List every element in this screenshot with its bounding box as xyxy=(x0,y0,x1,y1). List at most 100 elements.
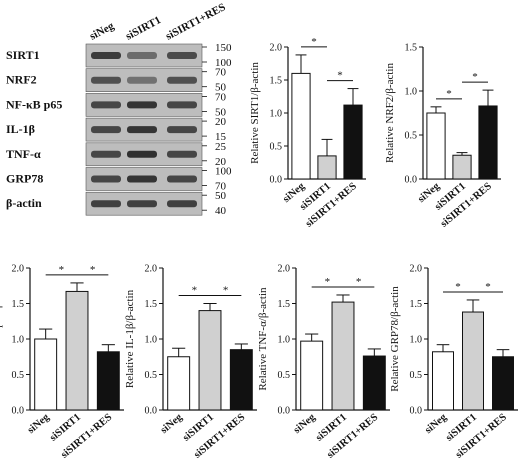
western-blot-panel: siNeg siSIRT1 siSIRT1+RES SIRT1 150 100 NRF2 70… xyxy=(6,1,232,217)
y-tick-label: 0.5 xyxy=(410,370,423,381)
bar-chart: 0.0 0.5 1.0 1.5 2.0 Relative IL-1β/β-actin siN… xyxy=(124,264,257,461)
blot-band xyxy=(127,101,157,109)
significance-star: * xyxy=(356,276,362,288)
blot-row: β-actin 50 40 xyxy=(6,190,227,217)
y-tick-label: 2.0 xyxy=(12,264,25,275)
protein-label: GRP78 xyxy=(6,172,43,186)
x-tick-label: siNeg xyxy=(423,411,449,436)
y-tick-label: 0.0 xyxy=(270,175,283,186)
significance-star: * xyxy=(446,88,452,100)
bar-charts: 0.0 0.5 1.0 1.5 2.0 Relative SIRT1/β-actin siN… xyxy=(0,36,518,461)
y-tick-label: 0.5 xyxy=(12,370,25,381)
bar xyxy=(492,356,514,411)
mw-marker-label: 50 xyxy=(215,190,227,202)
bar xyxy=(362,355,386,411)
significance-star: * xyxy=(485,281,491,293)
mw-marker-label: 100 xyxy=(215,166,232,178)
y-tick-label: 1.5 xyxy=(12,299,25,310)
y-tick-label: 0.5 xyxy=(145,370,158,381)
blot-row: NF-κB p65 70 50 xyxy=(6,91,227,118)
bar xyxy=(229,349,253,411)
mw-marker-label: 70 xyxy=(215,91,227,103)
bar xyxy=(291,72,311,180)
blot-band xyxy=(91,126,121,134)
y-tick-label: 1.5 xyxy=(278,299,291,310)
mw-marker-label: 50 xyxy=(215,106,227,118)
bar xyxy=(343,104,363,180)
y-tick-label: 2.0 xyxy=(145,264,158,275)
protein-label: SIRT1 xyxy=(6,48,40,62)
y-tick-label: 0.0 xyxy=(12,406,25,417)
blot-band xyxy=(91,175,121,183)
blot-row: SIRT1 150 100 xyxy=(6,42,232,69)
y-tick-label: 0.0 xyxy=(405,175,418,186)
blot-band xyxy=(167,175,197,183)
y-axis-label: Relative NF-κB p65/β-actin xyxy=(0,277,3,400)
mw-marker-label: 40 xyxy=(215,205,227,217)
protein-label: TNF-α xyxy=(6,147,41,161)
y-tick-label: 1.5 xyxy=(270,76,283,87)
blot-row: GRP78 100 70 xyxy=(6,166,232,193)
significance-star: * xyxy=(455,281,461,293)
lane-label: siSIRT1+RES xyxy=(164,1,228,42)
blot-band xyxy=(127,126,157,134)
blot-band xyxy=(167,101,197,109)
y-tick-label: 0.5 xyxy=(270,142,283,153)
lane-label: siSIRT1 xyxy=(124,14,163,43)
blot-band xyxy=(91,76,121,84)
mw-marker-label: 70 xyxy=(215,67,227,79)
mw-marker-label: 25 xyxy=(215,141,227,153)
y-tick-label: 2.0 xyxy=(410,264,423,275)
blot-band xyxy=(167,200,197,208)
protein-label: NF-κB p65 xyxy=(6,97,62,111)
y-tick-label: 1.5 xyxy=(405,43,418,54)
blot-band xyxy=(91,52,121,59)
bar xyxy=(462,311,484,411)
bar xyxy=(331,301,355,411)
bar-chart: 0.0 0.5 1.0 1.5 2.0 Relative GRP78/β-actin siN… xyxy=(389,264,518,461)
bar xyxy=(317,155,337,180)
protein-label: IL-1β xyxy=(6,122,35,136)
bar xyxy=(96,351,120,411)
protein-label: NRF2 xyxy=(6,73,37,87)
y-tick-label: 1.0 xyxy=(12,335,25,346)
significance-star: * xyxy=(325,276,331,288)
significance-star: * xyxy=(59,264,65,276)
y-tick-label: 0.0 xyxy=(278,406,291,417)
y-tick-label: 1.0 xyxy=(278,335,291,346)
y-tick-label: 0.5 xyxy=(405,131,418,142)
bar xyxy=(300,340,324,411)
y-tick-label: 2.0 xyxy=(278,264,291,275)
bar xyxy=(478,105,498,180)
blot-band xyxy=(127,52,157,59)
blot-band xyxy=(127,150,157,158)
y-axis-label: Relative SIRT1/β-actin xyxy=(249,62,261,164)
x-tick-label: siNeg xyxy=(292,411,318,436)
blot-band xyxy=(127,175,157,183)
y-axis-label: Relative IL-1β/β-actin xyxy=(124,289,136,388)
significance-star: * xyxy=(192,285,198,297)
significance-star: * xyxy=(472,71,478,83)
bar xyxy=(426,112,446,180)
bar xyxy=(34,338,58,411)
mw-marker-label: 15 xyxy=(215,131,227,143)
lane-label: siNeg xyxy=(88,20,117,43)
mw-marker-label: 20 xyxy=(215,156,227,168)
blot-band xyxy=(127,200,157,208)
y-axis-label: Relative GRP78/β-actin xyxy=(389,286,401,392)
mw-marker-label: 100 xyxy=(215,57,232,69)
y-tick-label: 0.0 xyxy=(410,406,423,417)
y-tick-label: 2.0 xyxy=(270,43,283,54)
y-tick-label: 1.0 xyxy=(405,87,418,98)
significance-star: * xyxy=(311,36,317,48)
bar xyxy=(65,290,89,411)
mw-marker-label: 150 xyxy=(215,42,232,54)
blot-row: TNF-α 25 20 xyxy=(6,141,227,168)
y-axis-label: Relative TNF-α/β-actin xyxy=(257,287,269,391)
blot-band xyxy=(167,126,197,134)
y-tick-label: 0.0 xyxy=(145,406,158,417)
protein-label: β-actin xyxy=(6,196,42,210)
